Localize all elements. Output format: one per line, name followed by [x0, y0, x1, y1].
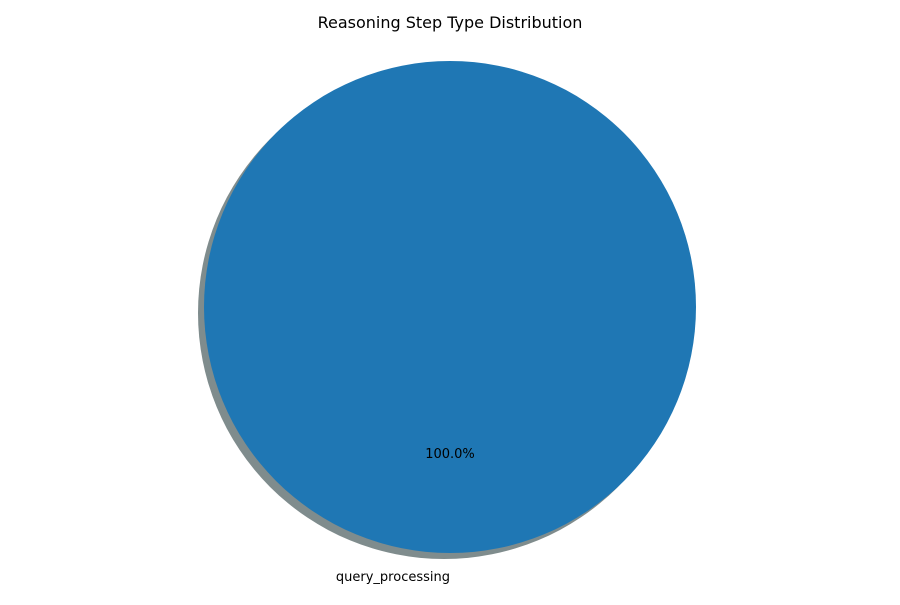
slice-percent-label: 100.0%: [425, 447, 475, 462]
pie-slice-query_processing: [204, 61, 696, 553]
chart-title: Reasoning Step Type Distribution: [318, 13, 583, 32]
pie-slices: [204, 61, 696, 553]
pie-labels: query_processing 100.0%: [336, 447, 475, 585]
slice-label: query_processing: [336, 570, 450, 585]
